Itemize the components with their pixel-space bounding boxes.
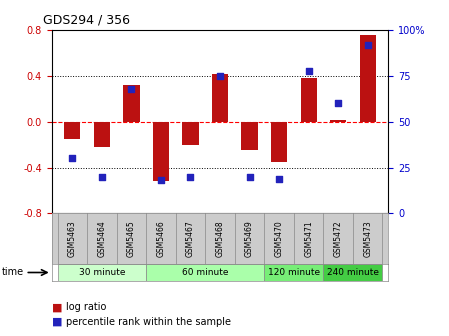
Bar: [212, 74, 228, 122]
Text: percentile rank within the sample: percentile rank within the sample: [66, 317, 231, 327]
Text: ■: ■: [52, 317, 62, 327]
Text: GSM5464: GSM5464: [97, 220, 106, 257]
Text: GSM5470: GSM5470: [275, 220, 284, 257]
Point: [98, 174, 106, 179]
Point: [305, 68, 312, 73]
Text: GSM5467: GSM5467: [186, 220, 195, 257]
Text: GSM5469: GSM5469: [245, 220, 254, 257]
Text: time: time: [2, 267, 24, 278]
Point: [187, 174, 194, 179]
Bar: [330, 120, 346, 122]
Bar: [146, 264, 264, 281]
Point: [276, 176, 283, 181]
Text: log ratio: log ratio: [66, 302, 107, 312]
Bar: [123, 85, 140, 122]
Point: [157, 178, 164, 183]
Text: 30 minute: 30 minute: [79, 268, 125, 277]
Bar: [360, 35, 376, 122]
Text: GSM5472: GSM5472: [334, 220, 343, 257]
Text: 60 minute: 60 minute: [182, 268, 229, 277]
Text: ■: ■: [52, 302, 62, 312]
Bar: [182, 122, 198, 145]
Text: 240 minute: 240 minute: [327, 268, 379, 277]
Point: [69, 156, 76, 161]
Text: GSM5473: GSM5473: [363, 220, 372, 257]
Point: [246, 174, 253, 179]
Text: GDS294 / 356: GDS294 / 356: [43, 13, 130, 27]
Bar: [94, 122, 110, 147]
Text: GSM5471: GSM5471: [304, 220, 313, 257]
Bar: [242, 122, 258, 151]
Bar: [271, 122, 287, 162]
Text: 120 minute: 120 minute: [268, 268, 320, 277]
Bar: [153, 122, 169, 181]
Bar: [323, 264, 383, 281]
Point: [216, 73, 224, 79]
Text: GSM5465: GSM5465: [127, 220, 136, 257]
Point: [128, 86, 135, 91]
Bar: [264, 264, 323, 281]
Bar: [57, 264, 146, 281]
Point: [335, 101, 342, 106]
Bar: [300, 78, 317, 122]
Text: GSM5468: GSM5468: [216, 220, 224, 257]
Point: [364, 42, 371, 48]
Text: GSM5466: GSM5466: [156, 220, 165, 257]
Text: GSM5463: GSM5463: [68, 220, 77, 257]
Bar: [64, 122, 80, 139]
